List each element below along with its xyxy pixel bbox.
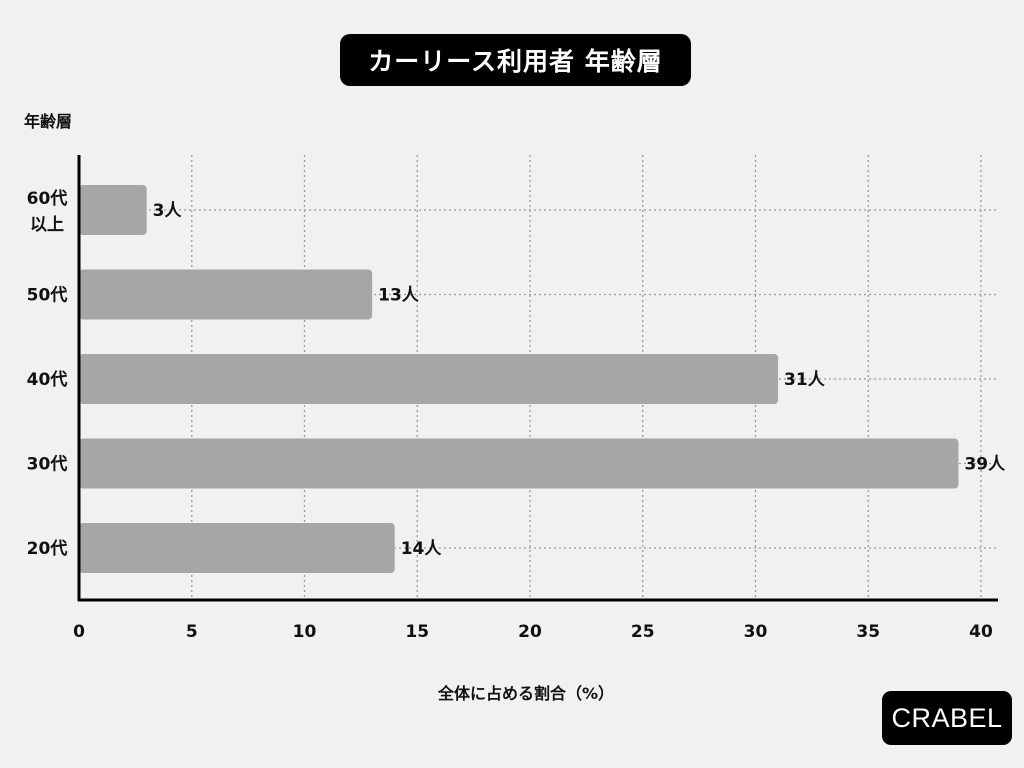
x-tick-label: 5 [186, 622, 198, 642]
x-tick-label: 25 [631, 622, 655, 642]
y-axis-title: 年齢層 [24, 112, 72, 131]
category-label: 50代 [27, 285, 68, 306]
chart-title: カーリース利用者 年齢層 [368, 47, 663, 76]
x-axis-title: 全体に占める割合（%） [437, 684, 614, 703]
bar [79, 354, 779, 404]
bar [79, 523, 395, 573]
x-tick-label: 20 [518, 622, 542, 642]
bar [79, 269, 373, 320]
category-label: 以上 [30, 215, 64, 235]
bar-value-label: 31人 [784, 370, 826, 390]
x-tick-label: 30 [744, 622, 768, 642]
bar [79, 438, 959, 489]
x-tick-label: 35 [856, 622, 880, 642]
bar-value-label: 39人 [964, 455, 1006, 475]
x-tick-label: 40 [969, 622, 993, 642]
crabel-logo: CRABEL [882, 691, 1012, 745]
logo-text: CRABEL [891, 702, 1003, 733]
bar-value-label: 3人 [153, 201, 183, 221]
category-label: 20代 [27, 538, 68, 559]
bar-value-label: 14人 [401, 539, 443, 559]
category-label: 30代 [27, 454, 68, 475]
bar-value-label: 13人 [378, 286, 420, 306]
x-tick-label: 10 [293, 622, 317, 642]
x-tick-label: 15 [405, 622, 429, 642]
category-label: 60代 [27, 188, 68, 209]
chart-title-badge: カーリース利用者 年齢層 [340, 34, 691, 86]
category-label: 40代 [27, 369, 68, 390]
bar [79, 185, 147, 235]
x-tick-label: 0 [73, 622, 85, 642]
